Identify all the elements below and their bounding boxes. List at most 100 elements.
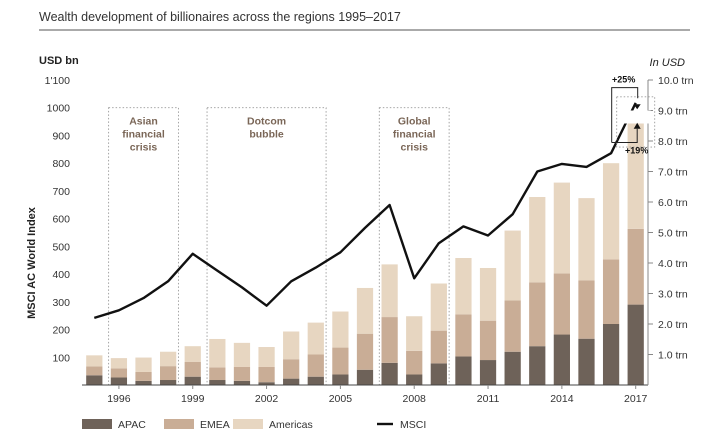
- annotation-box: [616, 96, 656, 148]
- crisis-label-0-line-2: crisis: [130, 142, 158, 154]
- bar-apac-2008: [406, 374, 423, 385]
- bar-americas-2007: [381, 264, 398, 318]
- bar-emea-2016: [602, 259, 620, 324]
- y-left-tick-label: 1'100: [45, 75, 71, 87]
- bar-emea-2007: [381, 317, 398, 363]
- y-left-tick-label: 900: [52, 130, 70, 142]
- crisis-label-1-line-0: Dotcom: [247, 116, 286, 128]
- bar-americas-1999: [184, 346, 201, 362]
- x-tick-label: 1999: [181, 393, 205, 405]
- crisis-label-0-line-0: Asian: [129, 116, 158, 128]
- bar-americas-2009: [430, 283, 447, 331]
- y-left-tick-label: 500: [52, 241, 70, 253]
- bar-emea-2000: [209, 367, 226, 381]
- y-left-tick-label: 300: [52, 297, 70, 309]
- x-tick-label: 2017: [624, 393, 648, 405]
- y-axis-right-title: In USD: [650, 57, 686, 69]
- crisis-label-0-line-1: financial: [122, 129, 165, 141]
- bar-apac-2000: [209, 380, 226, 385]
- bar-apac-2016: [602, 324, 620, 385]
- y-axis-left-title: USD bn: [39, 55, 79, 67]
- crisis-label-2-line-1: financial: [393, 129, 436, 141]
- bar-emea-1999: [184, 361, 201, 377]
- y-right-tick-label: 7.0 trn: [658, 167, 688, 179]
- legend-swatch-apac: [82, 419, 112, 429]
- x-tick-label: 2002: [255, 393, 279, 405]
- bar-emea-2013: [529, 282, 546, 347]
- x-tick-label: 2008: [403, 393, 427, 405]
- bar-apac-2017: [627, 304, 644, 385]
- y-right-tick-label: 1.0 trn: [658, 350, 688, 362]
- axes: 100 200 300 400 500 600 700 800 900 1000 1'100 1.0 …: [45, 75, 694, 405]
- y-right-tick-label: 4.0 trn: [658, 258, 688, 270]
- y-left-tick-label: 200: [52, 325, 70, 337]
- bar-apac-2015: [578, 338, 595, 385]
- legend-swatch-americas: [233, 419, 263, 429]
- bar-emea-1998: [160, 366, 177, 381]
- annotation-msci-change: +25%: [612, 75, 635, 85]
- bar-emea-2008: [406, 350, 423, 375]
- y-right-tick-label: 2.0 trn: [658, 319, 688, 331]
- crisis-label-2-line-0: Global: [398, 116, 431, 128]
- bar-americas-2017: [627, 120, 644, 229]
- bar-apac-2005: [332, 374, 349, 385]
- bar-apac-2010: [455, 356, 472, 385]
- annotation-bg: [620, 110, 651, 124]
- bar-emea-2009: [430, 330, 447, 364]
- bar-apac-1995: [86, 375, 103, 385]
- bar-apac-2006: [356, 369, 374, 385]
- legend-label-emea: EMEA: [200, 419, 230, 431]
- bar-emea-2003: [283, 359, 300, 379]
- y-right-tick-label: 6.0 trn: [658, 197, 688, 209]
- bar-americas-2014: [553, 182, 570, 274]
- bar-apac-2011: [479, 360, 497, 385]
- y-left-tick-label: 600: [52, 214, 70, 226]
- msci-line-layer: [93, 102, 637, 320]
- bar-apac-2001: [233, 380, 251, 385]
- bar-emea-2004: [307, 354, 324, 377]
- bar-emea-2002: [258, 366, 275, 383]
- x-tick-label: 2005: [329, 393, 353, 405]
- bar-americas-2008: [406, 316, 423, 351]
- y-left-tick-label: 700: [52, 186, 70, 198]
- bar-americas-2012: [504, 230, 521, 301]
- bar-americas-2004: [307, 322, 324, 355]
- bar-emea-2015: [578, 280, 595, 339]
- legend: APAC EMEA Americas MSCI: [82, 419, 426, 431]
- bar-apac-2002: [258, 382, 275, 385]
- bar-emea-2012: [504, 300, 521, 352]
- bar-emea-1995: [86, 366, 103, 376]
- legend-label-americas: Americas: [269, 419, 313, 431]
- x-tick-label: 2011: [477, 393, 500, 405]
- annotation-wealth-change: +19%: [625, 146, 648, 156]
- bar-emea-2001: [233, 366, 251, 381]
- y-left-tick-label: 100: [52, 352, 70, 364]
- bar-americas-2003: [283, 331, 300, 360]
- legend-swatch-emea: [164, 419, 194, 429]
- bar-apac-2009: [430, 363, 447, 385]
- bar-apac-2013: [529, 346, 546, 385]
- legend-label-msci: MSCI: [400, 419, 426, 431]
- x-tick-label: 2014: [550, 393, 574, 405]
- y-left-tick-label: 400: [52, 269, 70, 281]
- x-tick-label: 1996: [107, 393, 131, 405]
- bar-apac-2003: [283, 378, 300, 385]
- annotation-connector-bottom: [611, 128, 638, 144]
- y-right-tick-label: 8.0 trn: [658, 136, 688, 148]
- y-left-tick-label: 800: [52, 158, 70, 170]
- y-right-tick-label: 10.0 trn: [658, 75, 694, 87]
- crisis-label-2-line-2: crisis: [400, 142, 428, 154]
- y-right-tick-label: 3.0 trn: [658, 289, 688, 301]
- bar-emea-1996: [110, 368, 128, 378]
- bar-americas-2011: [479, 267, 497, 321]
- bar-apac-2014: [553, 334, 570, 385]
- y2-axis-title: MSCI AC World Index: [26, 206, 38, 319]
- annotation-connector-top: [611, 87, 639, 143]
- bar-americas-2015: [578, 198, 595, 281]
- y-left-tick-label: 1000: [47, 103, 71, 115]
- bar-apac-2007: [381, 362, 398, 385]
- bar-emea-2017: [627, 228, 644, 305]
- bar-emea-2005: [332, 347, 349, 375]
- bars: [86, 120, 644, 385]
